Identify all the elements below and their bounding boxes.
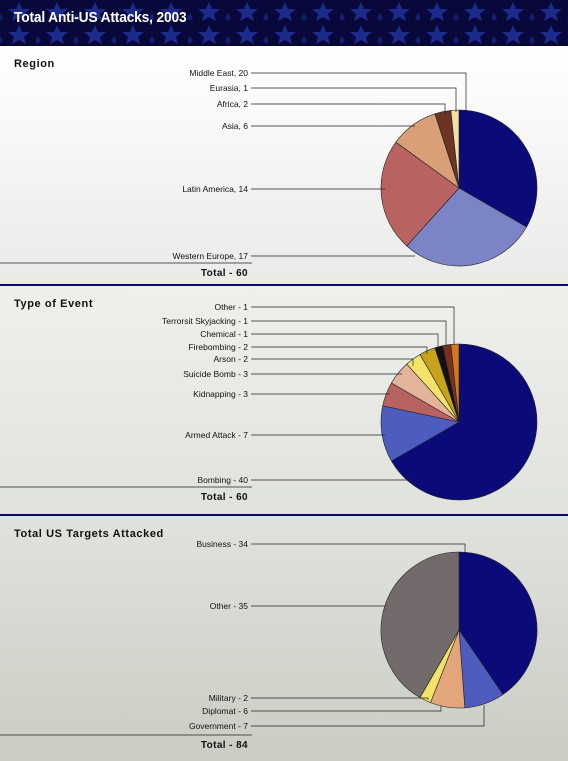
- slice-label-business: Business - 34: [197, 539, 249, 549]
- section-divider: [0, 284, 568, 286]
- slice-label-eurasia: Eurasia, 1: [210, 83, 249, 93]
- slice-label-suicide-bomb: Suicide Bomb - 3: [183, 369, 248, 379]
- pie-chart-region: Western Europe, 17 Latin America, 14 Asia,…: [0, 68, 538, 279]
- slice-label-firebombing: Firebombing - 2: [188, 342, 248, 352]
- pie-slice-other: [380, 551, 460, 698]
- leader-line-africa: [251, 103, 446, 115]
- pie-slice-eurasia: [450, 109, 460, 189]
- slice-label-western-europe: Western Europe, 17: [173, 251, 249, 261]
- header-banner: Total Anti-US Attacks, 2003: [0, 0, 568, 46]
- banner-pattern: [0, 0, 568, 46]
- pie-slice-western-europe: [406, 187, 527, 267]
- slice-label-asia: Asia, 6: [222, 121, 248, 131]
- leader-line-arson: [251, 358, 414, 366]
- pie-slice-other: [450, 343, 460, 423]
- pie-slice-middle-east: [458, 109, 538, 228]
- page-title: Total Anti-US Attacks, 2003: [14, 9, 187, 26]
- slice-label-other: Other - 1: [214, 302, 248, 312]
- slice-label-latin-america: Latin America, 14: [182, 184, 248, 194]
- leader-line-eurasia: [251, 87, 457, 112]
- leader-line-military: [251, 697, 429, 700]
- slice-label-bombing: Bombing - 40: [197, 475, 248, 485]
- chart-title-type-of-event: Type of Event: [14, 298, 94, 310]
- slice-label-military: Military - 2: [209, 693, 248, 703]
- chart-title-us-targets: Total US Targets Attacked: [14, 528, 164, 540]
- slice-label-arson: Arson - 2: [214, 354, 249, 364]
- slice-label-other: Other - 35: [210, 601, 249, 611]
- leader-line-middle-east: [251, 72, 467, 111]
- leader-line-government: [251, 705, 485, 727]
- slice-label-africa: Africa, 2: [217, 99, 248, 109]
- leader-line-other: [251, 306, 455, 345]
- leader-line-business: [251, 543, 466, 552]
- section-divider: [0, 514, 568, 516]
- chart-total-region: Total - 60: [201, 268, 248, 279]
- slice-label-kidnapping: Kidnapping - 3: [193, 389, 248, 399]
- slice-label-chemical: Chemical - 1: [200, 329, 248, 339]
- leader-line-firebombing: [251, 346, 428, 354]
- leader-line-chemical: [251, 333, 439, 349]
- slice-label-government: Government - 7: [189, 721, 248, 731]
- chart-total-total-us-targets-attacked: Total - 84: [201, 740, 248, 751]
- slice-label-middle-east: Middle East, 20: [189, 68, 248, 78]
- pie-slice-bombing: [391, 343, 538, 501]
- pie-slice-latin-america: [380, 141, 460, 247]
- chart-total-type-of-event: Total - 60: [201, 492, 248, 503]
- leader-line-diplomat: [251, 706, 442, 712]
- pie-slice-business: [458, 551, 538, 695]
- leader-line-terrorsit-skyjacking: [251, 320, 447, 346]
- pie-chart-type-of-event: Bombing - 40 Armed Attack - 7 Kidnapping -…: [0, 302, 538, 503]
- chart-title-region: Region: [14, 58, 55, 70]
- pie-chart-total-us-targets-attacked: Business - 34 Government - 7 Diplomat - 6 M…: [0, 539, 538, 751]
- slice-label-armed-attack: Armed Attack - 7: [185, 430, 248, 440]
- slice-label-diplomat: Diplomat - 6: [202, 706, 248, 716]
- slice-label-terrorsit-skyjacking: Terrorsit Skyjacking - 1: [162, 316, 248, 326]
